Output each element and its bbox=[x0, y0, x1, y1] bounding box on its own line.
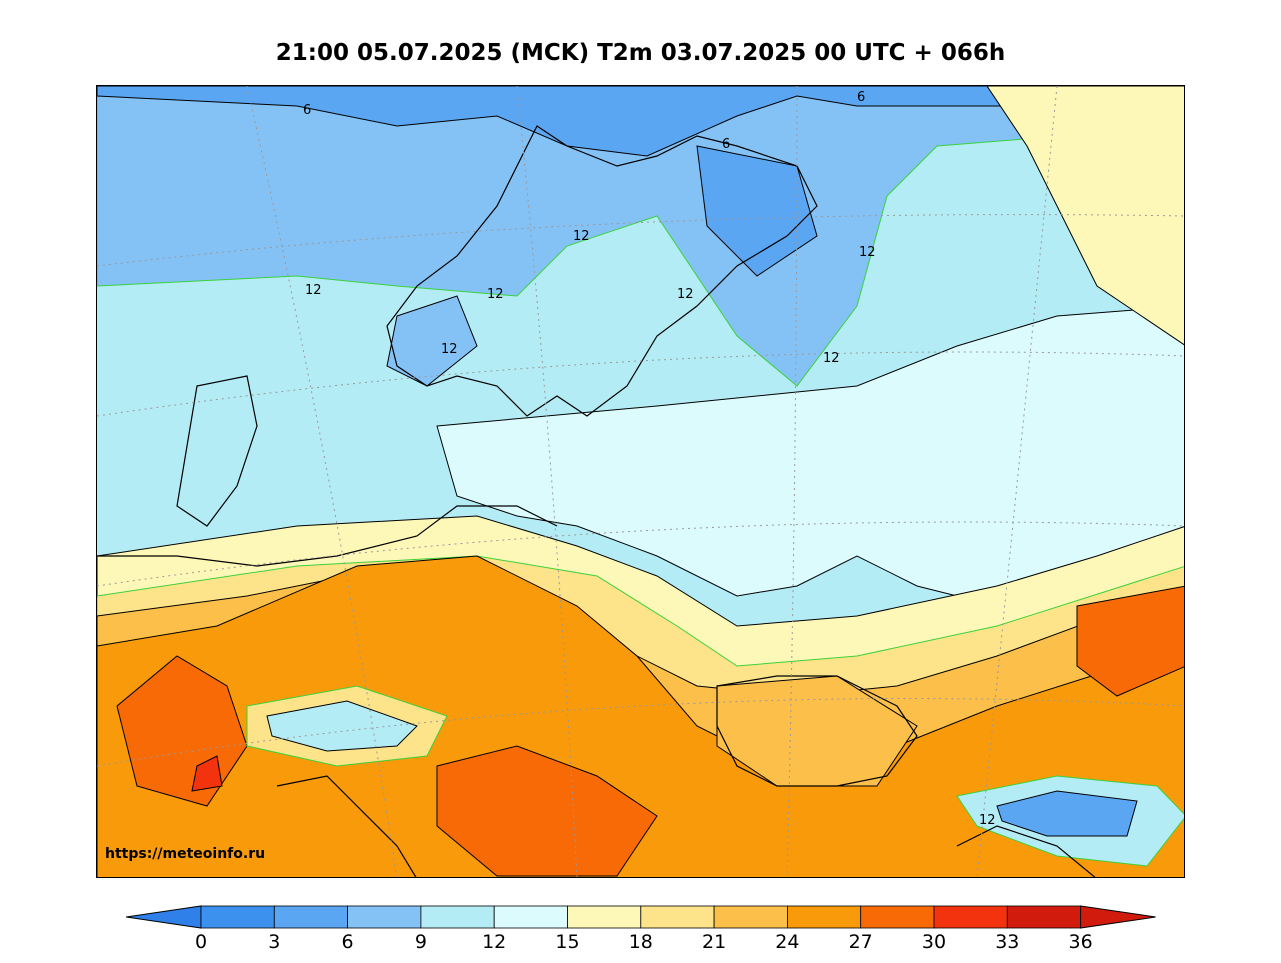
colorbar-cell bbox=[933, 905, 1008, 929]
colorbar-tick-label: 3 bbox=[268, 931, 281, 953]
contour-labels: 6 6 6 12 12 12 12 12 12 12 12 bbox=[303, 90, 996, 828]
colorbar-tick-label: 18 bbox=[628, 931, 653, 953]
colorbar-tick-label: 15 bbox=[555, 931, 580, 953]
hot-patch-balkans bbox=[436, 745, 658, 877]
contour-label: 12 bbox=[859, 245, 876, 260]
contour-label: 6 bbox=[722, 137, 730, 152]
colorbar-cell bbox=[567, 905, 642, 929]
colorbar-cell bbox=[347, 905, 422, 929]
colorbar bbox=[126, 905, 1156, 929]
colorbar-cell bbox=[713, 905, 788, 929]
colorbar-under-arrow bbox=[126, 905, 202, 929]
contour-label: 6 bbox=[857, 90, 865, 105]
contour-label: 12 bbox=[487, 287, 504, 302]
contour-label: 6 bbox=[303, 103, 311, 118]
colorbar-tick-label: 30 bbox=[921, 931, 947, 953]
britain-coastline bbox=[176, 375, 258, 527]
colorbar-tick-label: 33 bbox=[995, 931, 1020, 953]
colorbar-tick-label: 6 bbox=[341, 931, 354, 953]
colorbar-tick-label: 36 bbox=[1068, 931, 1093, 953]
colorbar-tick-label: 21 bbox=[702, 931, 727, 953]
temperature-map: 6 6 6 12 12 12 12 12 12 12 12 bbox=[96, 85, 1185, 878]
map-title: 21:00 05.07.2025 (MCK) T2m 03.07.2025 00… bbox=[275, 40, 1006, 66]
contour-label: 12 bbox=[305, 283, 322, 298]
colorbar-over-arrow bbox=[1080, 905, 1156, 929]
cold-patch-kola bbox=[696, 145, 818, 277]
cold-patch-norway bbox=[386, 295, 478, 387]
caucasus-cold-core bbox=[996, 790, 1138, 837]
band-15-18 bbox=[436, 305, 1184, 607]
colorbar-tick-label: 0 bbox=[194, 931, 208, 953]
italy-coastline bbox=[276, 775, 417, 877]
very-hot-patch bbox=[191, 755, 223, 792]
watermark-url: https://meteoinfo.ru bbox=[105, 846, 266, 862]
band-18-21-northeast bbox=[986, 86, 1184, 346]
caspian-coastline bbox=[956, 825, 1096, 877]
map-canvas: 6 6 6 12 12 12 12 12 12 12 12 bbox=[97, 86, 1184, 877]
contour-label: 12 bbox=[823, 351, 840, 366]
hot-patch-kazakhstan bbox=[1076, 585, 1184, 697]
colorbar-cell bbox=[787, 905, 862, 929]
colorbar-cell bbox=[200, 905, 275, 929]
colorbar-tick-label: 27 bbox=[848, 931, 873, 953]
graticule bbox=[97, 86, 1184, 877]
colorbar-cell bbox=[1006, 905, 1081, 929]
colorbar-cell bbox=[860, 905, 935, 929]
colorbar-cell bbox=[493, 905, 568, 929]
colorbar-cell bbox=[420, 905, 495, 929]
band-6-9 bbox=[97, 86, 1184, 157]
colorbar-tick-label: 24 bbox=[775, 931, 800, 953]
scandinavia-coastline bbox=[386, 125, 818, 417]
contour-label: 12 bbox=[677, 287, 694, 302]
europe-north-coastline bbox=[97, 505, 558, 567]
alps-cold-core bbox=[266, 700, 418, 752]
colorbar-tick-label: 9 bbox=[414, 931, 427, 953]
contour-label: 12 bbox=[573, 229, 590, 244]
contour-label: 12 bbox=[441, 342, 458, 357]
colorbar-cell bbox=[640, 905, 715, 929]
colorbar-tick-label: 12 bbox=[482, 931, 507, 953]
contour-label: 12 bbox=[979, 813, 996, 828]
colorbar-cell bbox=[273, 905, 349, 929]
black-sea-coastline bbox=[716, 675, 918, 787]
